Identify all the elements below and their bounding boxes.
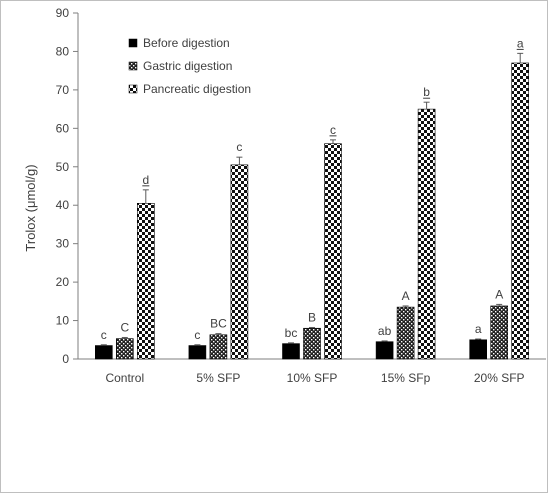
data-label: a [475, 322, 482, 336]
y-tick-label: 30 [56, 237, 70, 251]
legend: Before digestion Gastric digestion Pancrea… [128, 36, 251, 96]
data-label: c [330, 123, 336, 137]
legend-label: Before digestion [143, 36, 230, 50]
bar [469, 339, 488, 360]
bar [417, 108, 436, 360]
data-label: BC [210, 317, 227, 331]
x-tick-label: 10% SFP [287, 371, 338, 385]
data-label: c [194, 328, 200, 342]
y-tick-label: 40 [56, 198, 70, 212]
data-label: B [308, 310, 316, 324]
legend-swatch [128, 84, 138, 94]
bar [137, 203, 155, 360]
bar [282, 343, 300, 360]
bar [188, 345, 207, 360]
bar [375, 341, 394, 360]
legend-label: Pancreatic digestion [143, 82, 251, 96]
bar [95, 345, 113, 360]
bar [303, 327, 321, 360]
x-axis: Control 5% SFP 10% SFP 15% SFp 20% SFP [78, 358, 546, 385]
bar [396, 306, 415, 360]
legend-swatch [128, 61, 138, 71]
x-tick-label: Control [105, 371, 144, 385]
y-tick-label: 0 [62, 352, 69, 366]
x-tick-label: 20% SFP [474, 371, 525, 385]
legend-label: Gastric digestion [143, 59, 232, 73]
bar [511, 62, 530, 360]
y-tick-label: 90 [56, 6, 70, 20]
y-tick-label: 80 [56, 44, 70, 58]
bar [324, 143, 342, 360]
y-tick-label: 60 [56, 121, 70, 135]
y-tick-label: 70 [56, 83, 70, 97]
data-label: bc [285, 326, 298, 340]
legend-swatch [128, 38, 138, 48]
data-label: A [402, 289, 410, 303]
data-label: d [142, 173, 149, 187]
data-label: c [236, 140, 242, 154]
data-label: C [120, 320, 129, 334]
bar [116, 338, 134, 360]
y-axis-label: Trolox (μmol/g) [23, 164, 38, 251]
data-label: ab [378, 324, 392, 338]
y-axis: 0 10 20 30 40 50 60 70 80 90 [56, 6, 79, 366]
data-label: a [517, 36, 524, 50]
data-label: c [101, 328, 107, 342]
data-label: A [495, 287, 503, 301]
y-tick-label: 20 [56, 275, 70, 289]
data-label: b [423, 85, 430, 99]
x-tick-label: 5% SFP [196, 371, 240, 385]
y-tick-label: 50 [56, 160, 70, 174]
x-tick-label: 15% SFp [381, 371, 431, 385]
bar [230, 164, 249, 360]
bar [490, 305, 509, 360]
y-tick-label: 10 [56, 314, 70, 328]
bar [209, 334, 228, 360]
